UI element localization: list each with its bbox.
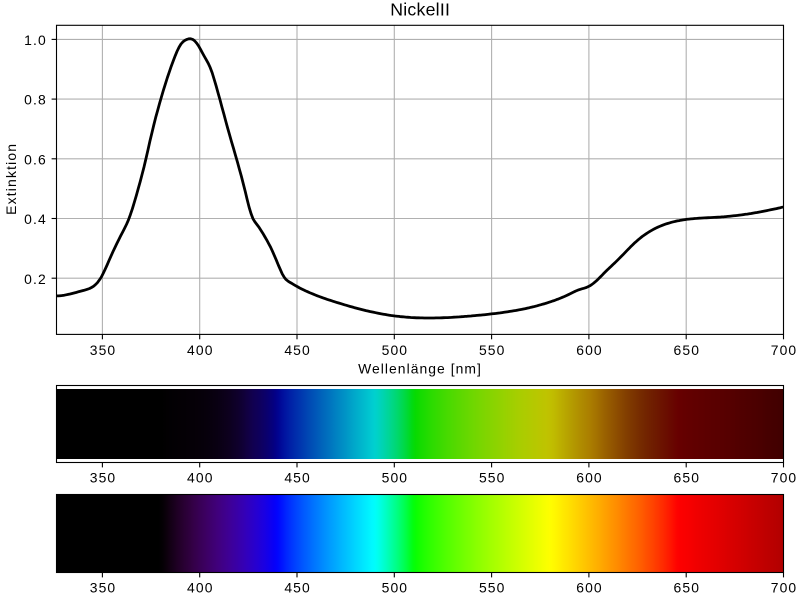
svg-text:550: 550 — [479, 469, 505, 485]
svg-text:700: 700 — [771, 469, 797, 485]
svg-text:550: 550 — [479, 579, 505, 595]
svg-text:400: 400 — [187, 469, 213, 485]
svg-text:0.2: 0.2 — [24, 271, 47, 287]
svg-text:350: 350 — [90, 579, 116, 595]
svg-text:350: 350 — [90, 469, 116, 485]
svg-text:650: 650 — [674, 342, 700, 358]
svg-text:650: 650 — [674, 579, 700, 595]
svg-text:500: 500 — [382, 579, 408, 595]
svg-text:650: 650 — [674, 469, 700, 485]
svg-text:0.8: 0.8 — [24, 92, 47, 108]
svg-text:450: 450 — [284, 469, 310, 485]
svg-text:0.4: 0.4 — [24, 211, 47, 227]
svg-text:600: 600 — [576, 469, 602, 485]
svg-text:Extinktion: Extinktion — [3, 143, 19, 215]
svg-text:NickelII: NickelII — [390, 0, 450, 20]
svg-text:600: 600 — [576, 342, 602, 358]
svg-text:450: 450 — [284, 579, 310, 595]
svg-text:350: 350 — [90, 342, 116, 358]
svg-text:450: 450 — [284, 342, 310, 358]
svg-text:Wellenlänge [nm]: Wellenlänge [nm] — [358, 361, 482, 377]
svg-text:500: 500 — [382, 342, 408, 358]
svg-text:700: 700 — [771, 579, 797, 595]
svg-text:1.0: 1.0 — [24, 32, 47, 48]
svg-text:500: 500 — [382, 469, 408, 485]
svg-text:600: 600 — [576, 579, 602, 595]
svg-text:700: 700 — [771, 342, 797, 358]
svg-text:550: 550 — [479, 342, 505, 358]
svg-text:0.6: 0.6 — [24, 151, 47, 167]
svg-text:400: 400 — [187, 579, 213, 595]
svg-text:400: 400 — [187, 342, 213, 358]
